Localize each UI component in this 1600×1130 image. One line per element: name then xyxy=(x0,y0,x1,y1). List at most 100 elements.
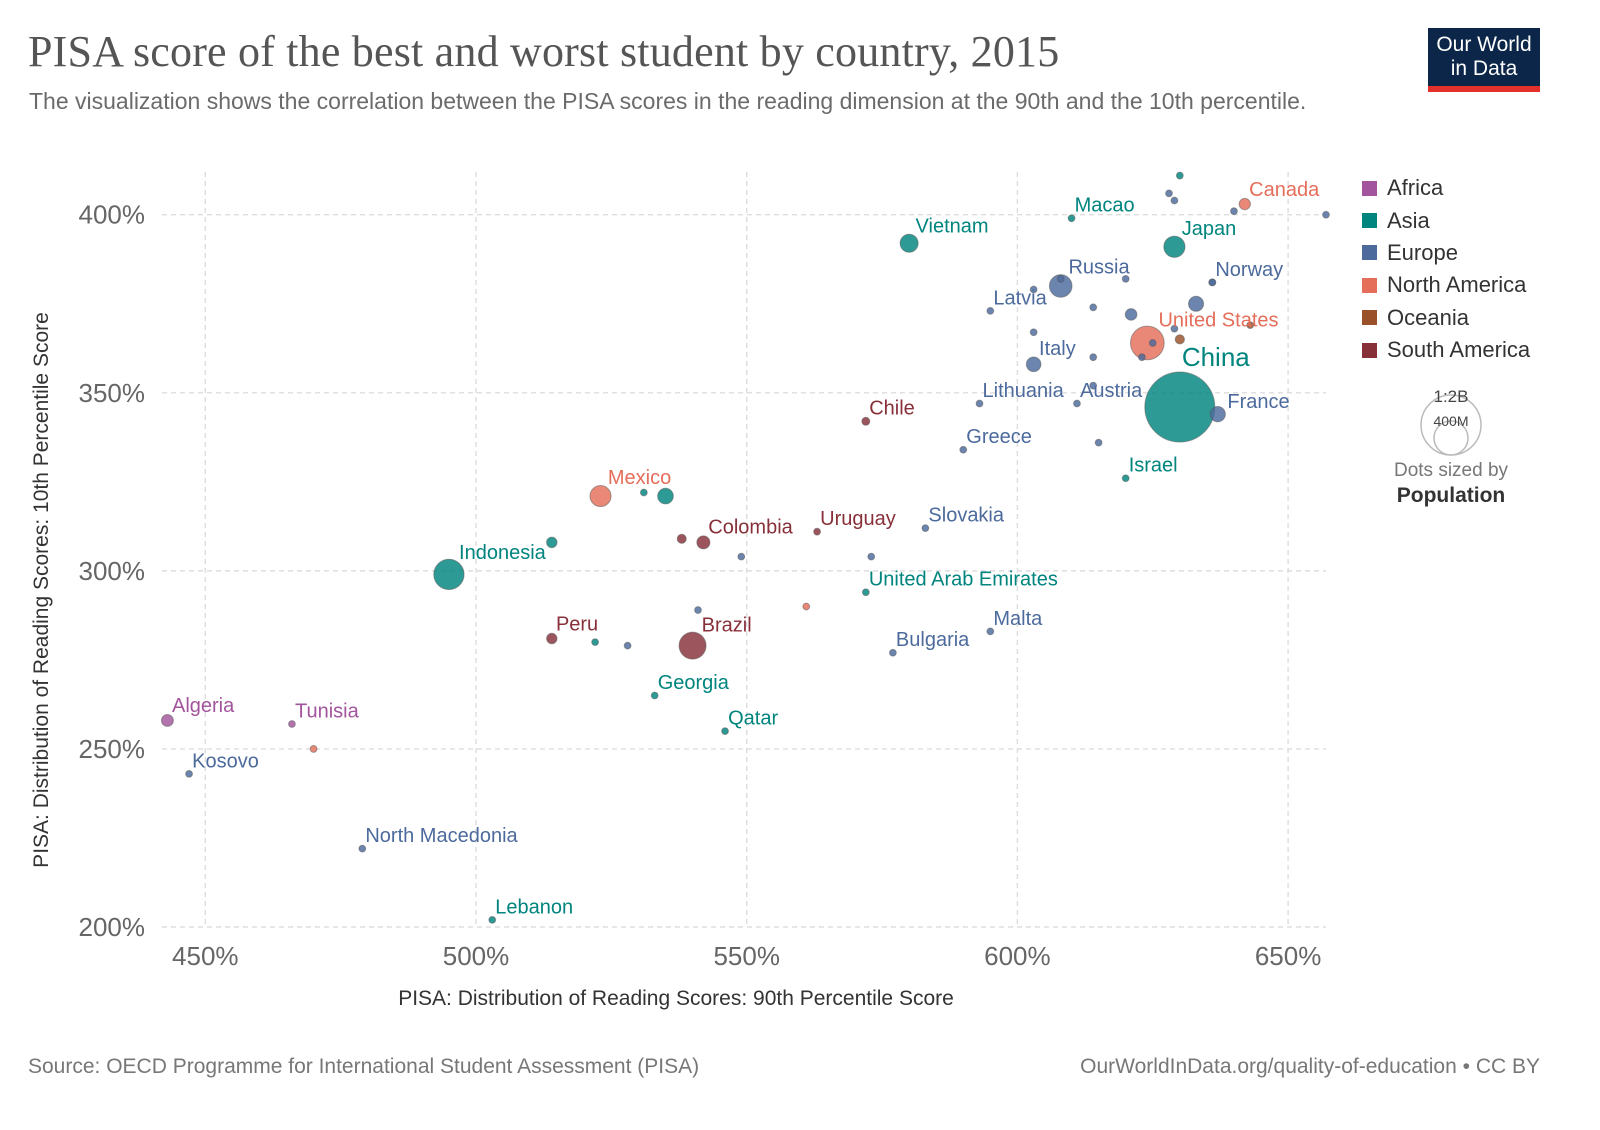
point-bulgaria[interactable] xyxy=(888,648,897,657)
label-malta: Malta xyxy=(993,608,1043,630)
point-lebanon[interactable] xyxy=(488,915,497,924)
legend-item-north-america[interactable]: North America xyxy=(1362,269,1530,301)
point-unlabeled[interactable] xyxy=(694,606,702,614)
point-slovakia[interactable] xyxy=(921,524,930,533)
label-lithuania: Lithuania xyxy=(983,380,1065,402)
x-tick-label: 600% xyxy=(984,941,1051,971)
y-tick-label: 350% xyxy=(79,378,146,408)
point-chile[interactable] xyxy=(861,416,871,426)
point-lithuania[interactable] xyxy=(975,399,984,408)
point-unlabeled[interactable] xyxy=(1246,321,1255,330)
y-tick-label: 300% xyxy=(79,556,146,586)
point-colombia[interactable] xyxy=(696,535,711,550)
point-unlabeled[interactable] xyxy=(1174,334,1185,345)
legend-item-south-america[interactable]: South America xyxy=(1362,334,1530,366)
y-tick-label: 400% xyxy=(79,200,146,230)
label-austria: Austria xyxy=(1080,380,1143,402)
point-canada[interactable] xyxy=(1238,197,1251,211)
point-unlabeled[interactable] xyxy=(1175,171,1184,180)
point-peru[interactable] xyxy=(546,632,558,645)
point-france[interactable] xyxy=(1209,406,1226,423)
label-macao: Macao xyxy=(1075,195,1135,217)
label-canada: Canada xyxy=(1249,179,1320,201)
label-tunisia: Tunisia xyxy=(295,700,360,722)
point-unlabeled[interactable] xyxy=(1089,381,1098,390)
data-points xyxy=(160,171,1330,924)
label-russia: Russia xyxy=(1068,256,1130,278)
point-latvia[interactable] xyxy=(986,306,995,315)
chart-title: PISA score of the best and worst student… xyxy=(28,27,1060,76)
point-japan[interactable] xyxy=(1163,235,1186,258)
point-qatar[interactable] xyxy=(721,727,729,736)
label-peru: Peru xyxy=(556,614,598,636)
legend-item-oceania[interactable]: Oceania xyxy=(1362,302,1530,334)
our-world-in-data-logo[interactable]: Our World in Data xyxy=(1428,28,1540,92)
point-unlabeled[interactable] xyxy=(1170,324,1179,333)
point-unlabeled[interactable] xyxy=(1188,295,1205,312)
x-tick-label: 550% xyxy=(713,941,780,971)
label-norway: Norway xyxy=(1215,259,1283,281)
point-unlabeled[interactable] xyxy=(1089,353,1098,362)
point-unlabeled[interactable] xyxy=(1322,210,1330,219)
point-unlabeled[interactable] xyxy=(1208,278,1217,287)
legend-item-africa[interactable]: Africa xyxy=(1362,172,1530,204)
label-kosovo: Kosovo xyxy=(192,750,259,772)
point-mexico[interactable] xyxy=(589,485,612,508)
point-tunisia[interactable] xyxy=(288,720,296,728)
gridlines xyxy=(162,172,1326,928)
label-greece: Greece xyxy=(966,426,1032,448)
point-malta[interactable] xyxy=(986,627,995,636)
point-unlabeled[interactable] xyxy=(867,552,876,561)
legend-item-asia[interactable]: Asia xyxy=(1362,204,1530,236)
point-unlabeled[interactable] xyxy=(1148,339,1157,347)
point-unlabeled[interactable] xyxy=(1094,438,1103,447)
point-unlabeled[interactable] xyxy=(802,602,811,611)
point-unlabeled[interactable] xyxy=(1121,274,1130,283)
point-unlabeled[interactable] xyxy=(737,552,746,561)
credit-link[interactable]: OurWorldInData.org/quality-of-education … xyxy=(1080,1055,1540,1078)
x-axis-label: PISA: Distribution of Reading Scores: 90… xyxy=(398,987,954,1010)
point-unlabeled[interactable] xyxy=(676,533,687,544)
point-unlabeled[interactable] xyxy=(1138,353,1146,362)
label-chile: Chile xyxy=(869,397,915,419)
chart-subtitle: The visualization shows the correlation … xyxy=(29,88,1307,114)
point-vietnam[interactable] xyxy=(899,233,919,253)
point-unlabeled[interactable] xyxy=(1170,196,1179,205)
point-unlabeled[interactable] xyxy=(639,488,648,497)
point-russia[interactable] xyxy=(1048,274,1073,298)
point-austria[interactable] xyxy=(1073,399,1081,408)
point-unlabeled[interactable] xyxy=(1124,308,1138,321)
size-caption-text: Dots sized by xyxy=(1393,460,1509,481)
legend-label: Asia xyxy=(1387,207,1430,233)
point-china[interactable] xyxy=(1144,371,1216,443)
size-legend-caption: Dots sized by Population xyxy=(1366,458,1536,508)
point-unlabeled[interactable] xyxy=(591,638,600,646)
point-united-arab-emirates[interactable] xyxy=(861,588,870,597)
point-unlabeled[interactable] xyxy=(657,487,674,505)
point-uruguay[interactable] xyxy=(813,527,821,536)
point-greece[interactable] xyxy=(959,445,968,454)
point-brazil[interactable] xyxy=(678,631,707,660)
point-kosovo[interactable] xyxy=(185,769,193,778)
point-algeria[interactable] xyxy=(160,713,174,727)
point-israel[interactable] xyxy=(1121,474,1130,483)
size-legend-small-circle xyxy=(1433,420,1469,456)
point-unlabeled[interactable] xyxy=(623,641,632,650)
point-unlabeled[interactable] xyxy=(546,536,558,549)
point-unlabeled[interactable] xyxy=(1029,328,1038,337)
point-unlabeled[interactable] xyxy=(309,745,318,753)
point-macao[interactable] xyxy=(1067,214,1076,223)
point-north-macedonia[interactable] xyxy=(358,844,367,853)
point-italy[interactable] xyxy=(1025,356,1042,373)
point-unlabeled[interactable] xyxy=(1089,303,1098,312)
point-georgia[interactable] xyxy=(650,691,659,700)
point-indonesia[interactable] xyxy=(433,558,465,591)
label-uruguay: Uruguay xyxy=(820,508,896,530)
point-unlabeled[interactable] xyxy=(1029,285,1038,294)
point-unlabeled[interactable] xyxy=(1230,207,1238,216)
point-unlabeled[interactable] xyxy=(1165,189,1173,198)
point-unlabeled[interactable] xyxy=(1056,274,1065,283)
point-united-states[interactable] xyxy=(1129,325,1165,361)
legend-item-europe[interactable]: Europe xyxy=(1362,237,1530,269)
